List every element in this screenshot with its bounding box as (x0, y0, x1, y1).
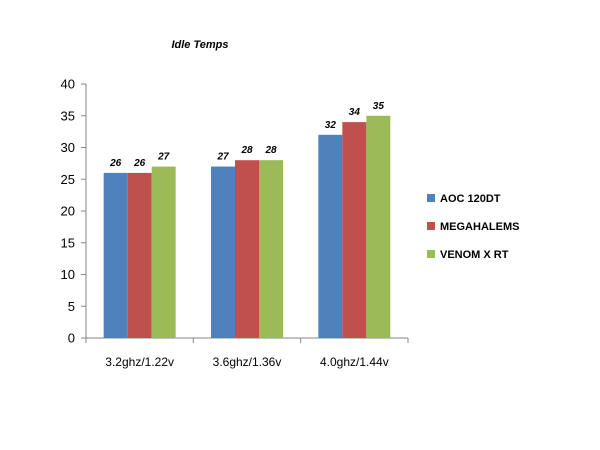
data-label: 27 (157, 152, 170, 163)
bar (342, 122, 367, 338)
data-label: 26 (109, 158, 122, 169)
legend-label: AOC 120DT (440, 193, 501, 205)
y-tick-label: 15 (61, 235, 75, 250)
bar (127, 172, 152, 338)
y-tick-label: 30 (61, 140, 75, 155)
chart-title: Idle Temps (171, 39, 228, 51)
data-label: 34 (349, 107, 361, 118)
bar (235, 160, 259, 338)
legend-swatch (427, 222, 435, 230)
chart-axes: 0 5 10 15 20 25 30 35 40 3.2ghz/1.22v 3.6ghz/1.36v… (61, 77, 409, 369)
bar (151, 166, 176, 338)
y-tick-label: 10 (61, 267, 75, 282)
x-tick-label: 4.0ghz/1.44v (320, 355, 389, 369)
legend-swatch (427, 250, 435, 258)
x-tick-label: 3.6ghz/1.36v (213, 355, 282, 369)
y-tick-label: 25 (61, 172, 75, 187)
y-tick-label: 0 (68, 331, 75, 346)
y-tick-label: 40 (61, 77, 75, 92)
bar (366, 115, 391, 338)
bar (103, 172, 128, 338)
data-labels-group: 26 27 32 26 28 34 27 28 35 (109, 101, 384, 169)
bar (318, 134, 343, 338)
legend-label: VENOM X RT (440, 249, 509, 261)
x-tick-label: 3.2ghz/1.22v (105, 355, 174, 369)
data-label: 28 (264, 145, 277, 156)
legend-label: MEGAHALEMS (440, 221, 519, 233)
data-label: 28 (240, 145, 253, 156)
data-label: 32 (325, 120, 337, 131)
data-label: 26 (133, 158, 146, 169)
legend-swatch (427, 194, 435, 202)
y-tick-label: 35 (61, 108, 75, 123)
data-label: 27 (216, 152, 229, 163)
bar (259, 160, 283, 338)
data-label: 35 (373, 101, 385, 112)
y-tick-label: 5 (68, 299, 75, 314)
bars-group (103, 115, 391, 338)
legend: AOC 120DT MEGAHALEMS VENOM X RT (427, 193, 519, 261)
bar (211, 166, 235, 338)
y-tick-label: 20 (61, 204, 75, 219)
